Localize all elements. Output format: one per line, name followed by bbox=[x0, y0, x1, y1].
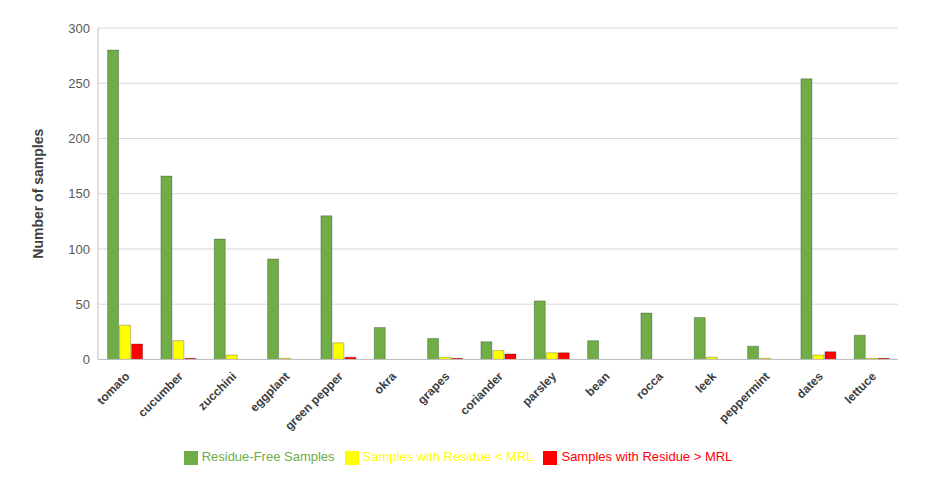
svg-text:150: 150 bbox=[68, 186, 90, 201]
svg-text:200: 200 bbox=[68, 131, 90, 146]
svg-text:250: 250 bbox=[68, 76, 90, 91]
svg-text:cucumber: cucumber bbox=[135, 369, 186, 420]
svg-text:lettuce: lettuce bbox=[842, 369, 879, 406]
svg-text:eggplant: eggplant bbox=[247, 369, 292, 414]
svg-text:coriander: coriander bbox=[457, 369, 506, 418]
svg-text:Number of samples: Number of samples bbox=[30, 129, 46, 259]
html-text:Samples with Residue < MRL: Samples with Residue < MRL bbox=[362, 449, 534, 465]
svg-text:100: 100 bbox=[68, 242, 90, 257]
svg-text:bean: bean bbox=[583, 369, 613, 399]
svg-text:0: 0 bbox=[83, 352, 90, 367]
svg-text:green pepper: green pepper bbox=[282, 369, 346, 433]
svg-text:dates: dates bbox=[794, 369, 826, 401]
svg-text:300: 300 bbox=[68, 21, 90, 36]
svg-text:grapes: grapes bbox=[415, 369, 453, 407]
svg-text:50: 50 bbox=[76, 297, 90, 312]
html-text:Residue-Free Samples: Residue-Free Samples bbox=[201, 449, 335, 465]
html-text:Samples with Residue > MRL: Samples with Residue > MRL bbox=[561, 449, 733, 465]
svg-text:tomato: tomato bbox=[94, 369, 132, 407]
svg-text:okra: okra bbox=[371, 369, 399, 397]
svg-text:peppermint: peppermint bbox=[716, 369, 772, 425]
svg-text:parsley: parsley bbox=[519, 369, 559, 409]
svg-text:leek: leek bbox=[693, 369, 720, 396]
svg-text:zucchini: zucchini bbox=[195, 369, 239, 413]
svg-text:rocca: rocca bbox=[633, 369, 666, 402]
